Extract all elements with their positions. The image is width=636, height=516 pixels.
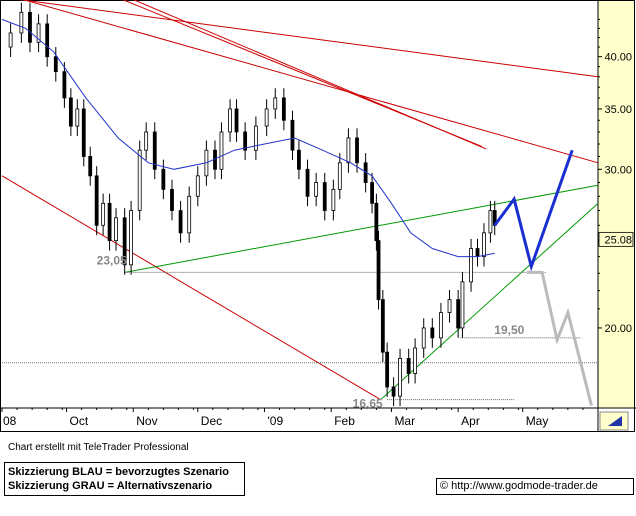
candle-body [19, 11, 24, 34]
trend-line-green-resistance [124, 184, 599, 273]
candle-body [475, 248, 480, 257]
x-tick-label: '09 [267, 414, 283, 428]
chart-svg: 20.0025.0030.0035.0040.0008OctNovDec'09F… [0, 0, 636, 432]
candle-body [28, 11, 32, 43]
trend-line-red-downtrend-long [22, 0, 599, 164]
candle-body [144, 131, 149, 151]
candle-body [337, 162, 342, 190]
x-tick-label: Mar [394, 414, 415, 428]
annotation-label: 23,05 [97, 253, 127, 267]
candle-body [243, 131, 248, 151]
current-price-label: 25.08 [604, 234, 632, 246]
candle-body [469, 248, 473, 283]
candle-body [322, 182, 327, 211]
candle-body [460, 281, 465, 329]
candle-body [8, 32, 13, 48]
candle-body [264, 108, 269, 127]
scenario-preferred [493, 149, 574, 272]
x-tick-label: Feb [334, 414, 355, 428]
candle-body [152, 131, 157, 170]
x-tick-label: May [526, 414, 549, 428]
annotation-label: 16,65 [353, 397, 383, 411]
candle-body [137, 149, 142, 211]
candle-body [447, 299, 452, 313]
candle-body [219, 131, 224, 170]
y-axis-panel [598, 1, 634, 408]
copyright-link[interactable]: © http://www.godmode-trader.de [436, 478, 634, 495]
y-tick-label: 20.00 [604, 323, 632, 335]
candle-body [253, 125, 258, 151]
candle-body [161, 168, 166, 190]
candle-body [346, 137, 351, 164]
candle-body [273, 97, 278, 110]
candle-body [430, 327, 435, 339]
y-tick-label: 30.00 [604, 164, 632, 176]
x-tick-label: Oct [70, 414, 89, 428]
candle-body [195, 175, 200, 197]
candle-body [62, 71, 67, 99]
moving-average-line [1, 18, 495, 258]
candle-body [122, 217, 127, 266]
resize-corner-icon [608, 416, 622, 426]
candle-body [482, 232, 486, 257]
legend-gray-line: Skizzierung GRAU = Alternativszenario [8, 480, 213, 492]
candle-body [391, 386, 396, 397]
candle-body [94, 175, 99, 226]
chart-frame [0, 0, 635, 432]
candle-body [376, 240, 381, 301]
candle-body [374, 202, 379, 242]
stock-chart: 20.0025.0030.0035.0040.0008OctNovDec'09F… [0, 0, 636, 432]
candle-body [456, 299, 461, 329]
candle-body [439, 312, 443, 339]
candle-body [421, 327, 426, 349]
candle-body [406, 358, 411, 374]
x-tick-label: Nov [136, 414, 157, 428]
trend-line-red-downtrend-upper [19, 0, 599, 78]
candle-body [297, 149, 301, 170]
scenario-legend: Skizzierung BLAU = bevorzugtes Szenario … [4, 462, 245, 496]
candle-body [355, 137, 359, 164]
current-price-badge [598, 231, 634, 247]
candle-body [398, 358, 402, 397]
y-tick-label: 35.00 [604, 104, 632, 116]
candle-body [53, 56, 58, 73]
candle-body [101, 202, 106, 226]
candle-body [228, 108, 232, 133]
candle-body [187, 195, 192, 234]
candle-body [331, 188, 336, 211]
legend-blue-line: Skizzierung BLAU = bevorzugtes Szenario [8, 466, 229, 478]
candle-body [380, 299, 385, 353]
trend-line-red-downtrend-double-2 [132, 0, 487, 150]
candle-body [88, 156, 93, 177]
scroll-corner [599, 411, 629, 431]
candle-body [68, 97, 73, 127]
candle-body [129, 210, 133, 266]
candle-body [290, 119, 295, 151]
candle-body [385, 351, 390, 388]
candle-body [81, 108, 86, 157]
y-tick-label: 40.00 [604, 52, 632, 64]
candle-body [114, 217, 118, 242]
candle-body [75, 108, 80, 127]
candle-body [178, 210, 183, 234]
candle-body [370, 182, 374, 204]
annotation-label: 19,50 [494, 323, 524, 337]
candle-body [45, 23, 50, 58]
candle-body [234, 108, 239, 133]
candle-body [488, 210, 493, 234]
candle-body [305, 168, 310, 197]
chart-source-note: Chart erstellt mit TeleTrader Profession… [8, 442, 189, 453]
candle-body [170, 188, 174, 211]
x-tick-label: 08 [3, 414, 17, 428]
x-tick-label: Dec [201, 414, 222, 428]
candle-body [36, 23, 41, 43]
scenario-alternative [527, 270, 593, 406]
candle-body [281, 97, 286, 121]
candle-body [413, 347, 418, 374]
trend-line-red-support-diagonal [1, 175, 381, 401]
x-tick-label: Apr [461, 414, 480, 428]
candle-body [107, 202, 112, 242]
candle-body [314, 182, 319, 197]
